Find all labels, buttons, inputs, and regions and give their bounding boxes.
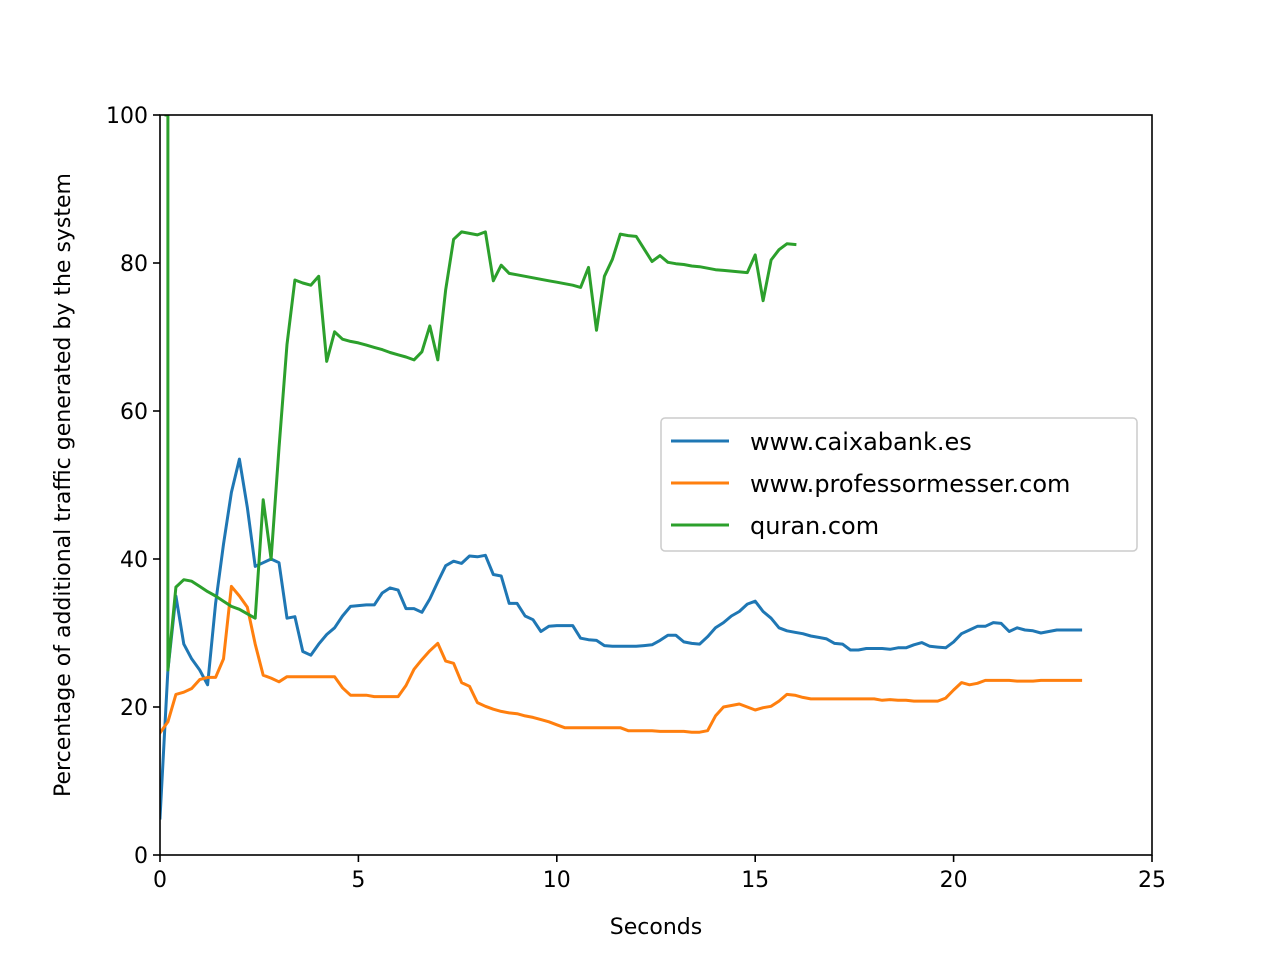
x-axis-ticks: 0 5 10 15 20 25 <box>153 855 1166 893</box>
series-line-1 <box>160 457 1083 820</box>
legend: www.caixabank.es www.professormesser.com q… <box>660 417 1138 552</box>
y-axis-ticks: 0 20 40 60 80 100 <box>106 104 160 869</box>
x-tick-label: 10 <box>543 868 571 893</box>
x-tick-label: 15 <box>741 868 769 893</box>
x-axis-label: Seconds <box>610 915 702 940</box>
y-tick-label: 0 <box>134 844 148 869</box>
series-line-3 <box>164 115 797 672</box>
legend-label-3: quran.com <box>750 512 879 540</box>
legend-entries: www.caixabank.es www.professormesser.com q… <box>671 428 1070 540</box>
y-tick-label: 40 <box>120 548 148 573</box>
plot-area-frame <box>159 114 1153 856</box>
x-tick-label: 0 <box>153 868 167 893</box>
legend-label-2: www.professormesser.com <box>750 470 1070 498</box>
y-axis-label: Percentage of additional traffic generat… <box>51 173 76 797</box>
y-tick-label: 20 <box>120 696 148 721</box>
series-layer <box>160 115 1083 820</box>
x-tick-label: 5 <box>351 868 365 893</box>
legend-box <box>660 417 1138 552</box>
y-tick-label: 80 <box>120 252 148 277</box>
y-tick-label: 100 <box>106 104 148 129</box>
legend-label-1: www.caixabank.es <box>750 428 972 456</box>
x-tick-label: 25 <box>1138 868 1166 893</box>
x-tick-label: 20 <box>940 868 968 893</box>
y-tick-label: 60 <box>120 400 148 425</box>
series-line-2 <box>160 584 1083 735</box>
